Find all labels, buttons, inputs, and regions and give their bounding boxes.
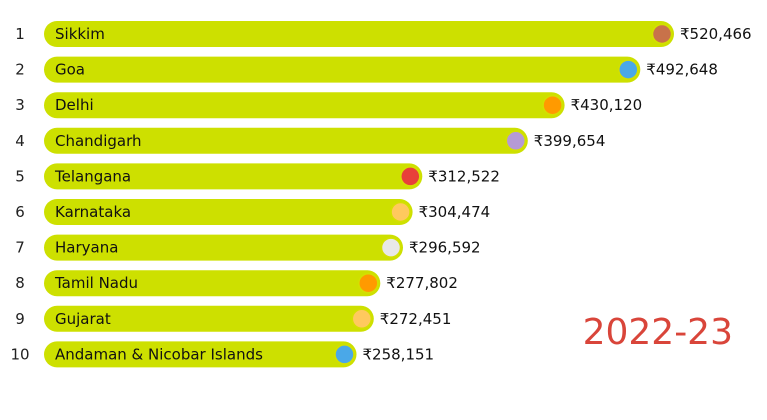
bars-group: 1 Sikkim ₹520,466 2 Goa ₹492,648 3 Delhi ₹430,12… [10,21,752,368]
category-label: Haryana [55,239,118,257]
value-label: ₹430,120 [571,96,643,114]
value-label: ₹492,648 [646,61,718,79]
value-label: ₹277,802 [386,274,458,292]
value-label: ₹258,151 [363,345,435,363]
rank-label: 2 [15,61,25,79]
bar-marker [618,59,639,80]
rank-label: 6 [15,203,25,221]
bar-row: 9 Gujarat ₹272,451 [15,305,452,332]
rank-label: 9 [15,310,25,328]
value-label: ₹272,451 [380,310,452,328]
value-label: ₹399,654 [534,132,606,150]
category-label: Goa [55,61,85,79]
bar-marker [400,166,421,187]
bar-marker [390,201,411,223]
bar-row: 1 Sikkim ₹520,466 [15,21,752,47]
value-label: ₹304,474 [419,203,491,221]
category-label: Andaman & Nicobar Islands [55,345,263,363]
bar [44,163,423,190]
period-label: 2022-23 [583,312,733,353]
rank-label: 4 [15,132,25,150]
bar [44,270,381,297]
rank-label: 3 [15,96,25,114]
category-label: Chandigarh [55,132,142,150]
bar-row: 3 Delhi ₹430,120 [15,92,643,119]
rank-label: 10 [10,345,29,363]
value-label: ₹296,592 [409,239,481,257]
category-label: Sikkim [55,25,105,43]
bar-marker [542,94,563,116]
bar [44,234,403,261]
value-label: ₹312,522 [428,167,500,185]
bar-row: 7 Haryana ₹296,592 [15,234,481,261]
rank-label: 8 [15,274,25,292]
category-label: Karnataka [55,203,131,221]
category-label: Gujarat [55,310,111,328]
rank-label: 1 [15,25,25,43]
bar [44,341,357,368]
bar-row: 8 Tamil Nadu ₹277,802 [15,270,458,297]
category-label: Delhi [55,96,94,114]
bar [44,56,641,83]
bar [44,127,528,154]
value-label: ₹520,466 [680,25,752,43]
bar-marker [651,23,673,45]
rank-label: 7 [15,239,25,257]
rank-label: 5 [15,167,25,185]
bar-row: 2 Goa ₹492,648 [15,56,718,83]
category-label: Tamil Nadu [54,274,138,292]
bar [44,305,374,332]
bar-row: 4 Chandigarh ₹399,654 [15,127,606,154]
category-label: Telangana [54,167,131,185]
bar-marker [358,272,379,294]
bar [44,92,565,119]
bar-row: 6 Karnataka ₹304,474 [15,199,490,225]
bar-marker [351,308,373,330]
bar-row: 5 Telangana ₹312,522 [15,163,500,190]
bar-marker [380,237,402,258]
bar-marker [334,344,355,365]
bar [44,199,413,225]
bar-marker [505,130,527,152]
bar-row: 10 Andaman & Nicobar Islands ₹258,151 [10,341,435,368]
bar [44,21,674,47]
